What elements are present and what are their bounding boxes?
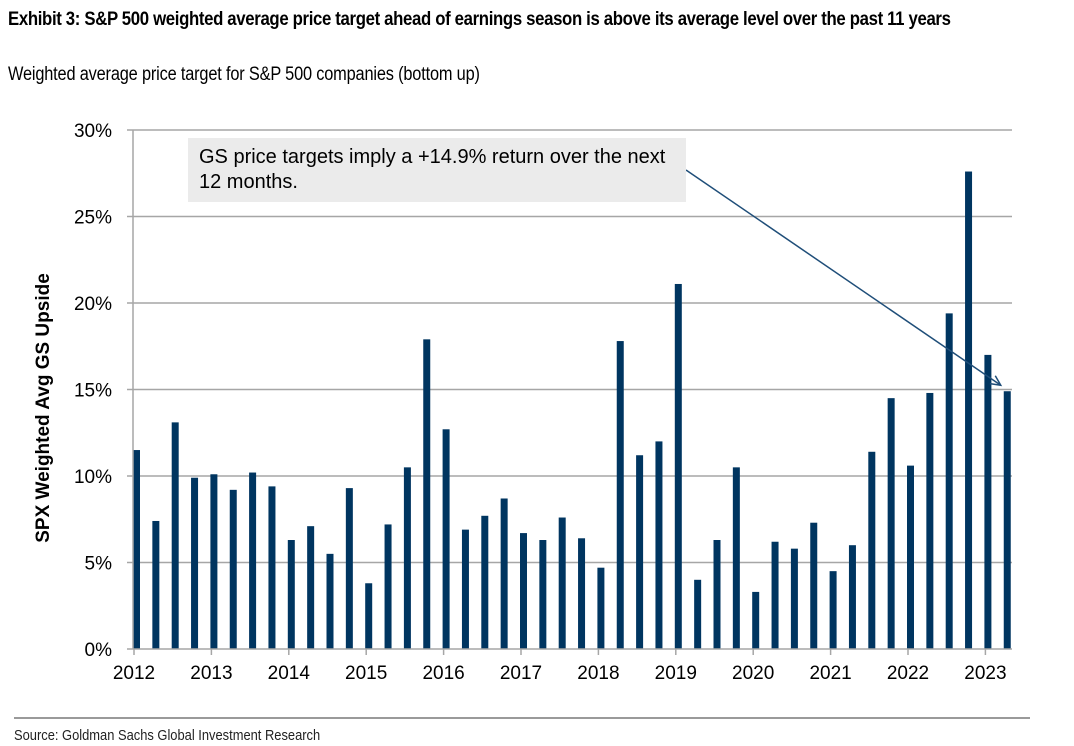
bar <box>984 354 992 649</box>
bar <box>326 553 334 649</box>
bar <box>520 533 527 649</box>
axes <box>127 129 1012 655</box>
x-tick-label: 2015 <box>345 663 387 684</box>
y-tick-label: 0% <box>85 640 113 661</box>
bar <box>616 341 624 649</box>
arrow-line <box>685 169 1002 386</box>
annotation-box <box>188 138 686 202</box>
bar <box>752 591 760 649</box>
y-tick-labels: 0% 5% 10% 15% 20% 25% 30% <box>74 121 112 661</box>
bar <box>713 540 721 649</box>
x-tick-labels: 2012 2013 2014 2015 2016 2017 2018 2019 2020 2021… <box>113 663 1007 684</box>
gridlines <box>133 129 1012 564</box>
x-tick-label: 2013 <box>190 663 232 684</box>
y-tick-label: 25% <box>74 208 112 229</box>
x-tick-label: 2016 <box>422 663 464 684</box>
bar <box>732 467 740 649</box>
bar <box>229 489 237 649</box>
bar <box>790 548 798 649</box>
bar <box>771 541 779 649</box>
bar <box>423 339 431 649</box>
arrow-head-icon <box>989 375 1003 387</box>
bar <box>442 429 450 649</box>
bar <box>345 488 353 649</box>
bar <box>133 450 140 649</box>
annotation-arrow <box>685 169 1003 387</box>
source-divider <box>14 717 1030 719</box>
bar <box>461 529 469 649</box>
bar <box>500 498 508 649</box>
bar <box>287 540 295 649</box>
bar <box>868 451 876 649</box>
chart-subtitle: Weighted average price target for S&P 50… <box>8 64 480 85</box>
bar <box>307 526 315 649</box>
bar <box>558 517 566 649</box>
bar <box>152 520 160 649</box>
y-tick-label: 30% <box>74 121 112 142</box>
x-tick-label: 2020 <box>732 663 774 684</box>
x-tick-label: 2023 <box>964 663 1006 684</box>
bar <box>636 455 644 649</box>
bar <box>810 522 818 649</box>
bar <box>965 171 973 649</box>
y-tick-label: 10% <box>74 467 112 488</box>
bar <box>403 467 411 649</box>
bar <box>694 579 702 649</box>
chart-title: Exhibit 3: S&P 500 weighted average pric… <box>8 8 951 30</box>
x-tick-label: 2022 <box>887 663 929 684</box>
x-tick-label: 2014 <box>268 663 311 684</box>
bar <box>655 441 663 649</box>
y-tick-label: 5% <box>85 554 113 575</box>
bar <box>848 545 856 649</box>
bar <box>926 392 934 649</box>
x-tick-label: 2019 <box>655 663 697 684</box>
bar <box>171 422 179 649</box>
bars <box>133 171 1011 649</box>
bar <box>539 540 547 649</box>
bar <box>907 465 914 649</box>
bar <box>887 398 895 649</box>
bar <box>945 313 953 649</box>
bar <box>210 474 218 649</box>
annotation-text: GS price targets imply a +14.9% return o… <box>199 146 666 193</box>
y-axis-label: SPX Weighted Avg GS Upside <box>33 273 54 543</box>
source-note: Source: Goldman Sachs Global Investment … <box>14 727 321 744</box>
x-tick-label: 2021 <box>809 663 851 684</box>
x-tick-label: 2017 <box>500 663 542 684</box>
y-tick-label: 15% <box>74 381 112 402</box>
bar <box>597 567 605 649</box>
bar <box>365 583 373 649</box>
bar <box>829 571 837 649</box>
y-tick-label: 20% <box>74 294 112 315</box>
bar <box>1003 391 1011 649</box>
bar <box>578 538 586 649</box>
x-tick-label: 2012 <box>113 663 155 684</box>
bar <box>481 515 489 649</box>
bar <box>268 486 276 649</box>
x-tick-label: 2018 <box>577 663 619 684</box>
bar <box>384 524 392 649</box>
bar <box>249 472 257 649</box>
bar <box>191 477 199 649</box>
bar <box>674 283 682 649</box>
